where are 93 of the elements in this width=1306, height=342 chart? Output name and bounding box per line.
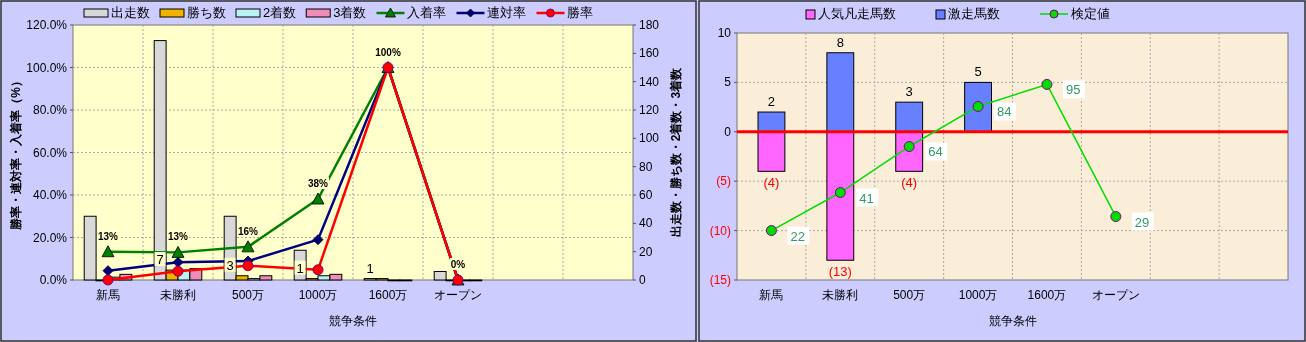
data-label: 22 — [790, 228, 805, 244]
x-tick-label: 未勝利 — [160, 288, 196, 302]
y-tick-label: (10) — [709, 223, 731, 238]
data-label: 41 — [859, 190, 874, 206]
data-label: 1 — [366, 260, 374, 276]
data-label: (13) — [828, 264, 852, 280]
y-tick-label: 120.0% — [26, 18, 68, 32]
y-tick-label: (15) — [709, 273, 731, 287]
y-tick-label: (5) — [716, 174, 731, 189]
y2-tick-label: 40 — [639, 216, 653, 231]
y2-tick-label: 0 — [639, 273, 646, 287]
data-label: 3 — [226, 257, 234, 273]
y2-tick-label: 180 — [639, 18, 660, 32]
point — [312, 264, 324, 276]
bar — [757, 111, 786, 133]
y2-tick-label: 120 — [639, 103, 660, 117]
point — [172, 265, 184, 277]
data-label: 100% — [375, 46, 401, 58]
data-label: 84 — [997, 104, 1012, 120]
x-axis-title: 競争条件 — [329, 314, 377, 328]
bar — [826, 131, 855, 261]
point — [312, 234, 324, 246]
y-tick-label: 10 — [717, 26, 732, 40]
point — [102, 274, 114, 286]
data-label: 95 — [1065, 82, 1081, 98]
data-label: 1 — [296, 260, 304, 276]
legend-label: 3着数 — [333, 5, 367, 20]
legend-label: 出走数 — [111, 5, 150, 20]
x-axis-title: 競争条件 — [988, 314, 1037, 328]
y-tick-label: 100.0% — [26, 60, 68, 75]
y-tick-label: 80.0% — [32, 103, 68, 117]
data-label: (4) — [901, 175, 918, 191]
data-label: 2 — [767, 94, 776, 110]
point — [1110, 211, 1122, 223]
point — [242, 260, 254, 272]
point — [241, 240, 255, 253]
point — [972, 100, 984, 112]
data-label: (4) — [763, 175, 780, 191]
y-tick-label: 60.0% — [32, 145, 68, 160]
x-tick-label: 1600万 — [368, 288, 408, 302]
y-axis-title: 勝率・連対率・入着率（%） — [9, 75, 23, 231]
x-tick-label: 500万 — [231, 288, 265, 302]
y2-tick-label: 160 — [639, 46, 660, 61]
y2-tick-label: 140 — [639, 74, 660, 89]
legend-label: 連対率 — [487, 5, 527, 20]
data-label: 8 — [836, 34, 844, 50]
legend-label: 勝率 — [567, 5, 594, 20]
x-tick-label: 500万 — [893, 288, 926, 302]
data-label: 7 — [156, 252, 164, 268]
x-tick-label: 1000万 — [958, 288, 998, 302]
x-tick-label: 新馬 — [96, 288, 120, 302]
legend-label: 激走馬数 — [948, 6, 1000, 21]
point — [311, 192, 325, 205]
bar — [826, 52, 855, 133]
point — [1041, 78, 1053, 90]
y-tick-label: 5 — [724, 75, 732, 90]
point — [765, 225, 777, 237]
data-label: 64 — [928, 144, 943, 160]
point — [171, 245, 185, 258]
legend-label: 2着数 — [263, 5, 297, 20]
y-tick-label: 0 — [724, 124, 732, 139]
point — [172, 256, 184, 268]
data-label: 0% — [450, 259, 466, 270]
x-tick-label: 未勝利 — [822, 288, 859, 302]
data-label: 16% — [237, 225, 259, 237]
y2-tick-label: 60 — [639, 188, 653, 202]
point — [101, 245, 115, 258]
x-tick-label: オープン — [434, 288, 482, 302]
legend-label: 検定値 — [1071, 6, 1110, 21]
y2-tick-label: 80 — [639, 159, 653, 174]
bar — [895, 101, 924, 133]
data-label: 3 — [905, 84, 913, 100]
x-tick-label: 新馬 — [759, 288, 784, 302]
x-tick-label: 1000万 — [298, 288, 338, 302]
y-tick-label: 40.0% — [32, 188, 68, 202]
x-tick-label: 1600万 — [1027, 288, 1067, 302]
point — [903, 140, 915, 152]
data-label: 13% — [97, 230, 119, 242]
y-tick-label: 0.0% — [39, 273, 68, 287]
legend-label: 入着率 — [407, 5, 447, 20]
data-label: 29 — [1134, 214, 1150, 230]
data-label: 5 — [974, 64, 982, 80]
y2-axis-title: 出走数・勝ち数・2着数・3着数 — [669, 66, 683, 238]
y-tick-label: 20.0% — [32, 230, 68, 245]
point — [834, 187, 846, 199]
legend-label: 人気凡走馬数 — [818, 6, 896, 21]
legend-label: 勝ち数 — [187, 5, 226, 20]
data-label: 13% — [167, 231, 189, 243]
bar — [757, 131, 786, 172]
y2-tick-label: 100 — [639, 131, 660, 146]
data-label: 38% — [307, 178, 329, 190]
y2-tick-label: 20 — [639, 244, 653, 259]
x-tick-label: オープン — [1091, 288, 1140, 302]
